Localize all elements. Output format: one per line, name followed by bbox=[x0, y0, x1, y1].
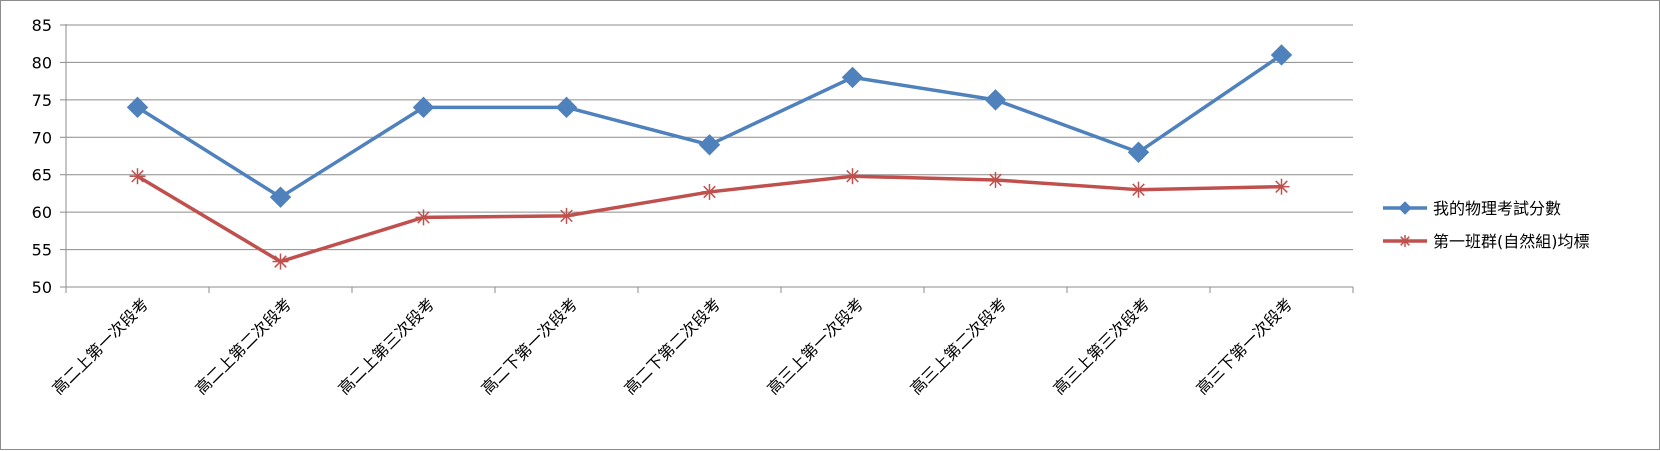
x-tick-label: 高三上第一次段考 bbox=[763, 294, 867, 398]
x-tick-label: 高二上第三次段考 bbox=[334, 294, 438, 398]
y-tick-label: 85 bbox=[32, 16, 52, 35]
x-tick-label: 高三上第二次段考 bbox=[906, 294, 1010, 398]
data-point bbox=[272, 253, 289, 270]
x-tick-labels: 高二上第一次段考 高二上第二次段考 高二上第三次段考 高二下第一次段考 高二下第二次段考… bbox=[48, 294, 1296, 398]
data-point bbox=[1273, 178, 1290, 195]
y-tick-labels: 50 55 60 65 70 75 80 85 bbox=[32, 16, 52, 297]
data-point bbox=[558, 207, 575, 224]
axes bbox=[60, 24, 1354, 293]
x-tick-label: 高二上第一次段考 bbox=[48, 294, 152, 398]
y-tick-label: 65 bbox=[32, 166, 52, 185]
data-point bbox=[1127, 141, 1150, 163]
legend-item: 第一班群(自然組)均標 bbox=[1383, 232, 1590, 251]
series-line bbox=[136, 53, 1283, 199]
data-point bbox=[701, 183, 718, 200]
data-point bbox=[269, 186, 292, 208]
series-2 bbox=[129, 168, 1290, 270]
x-tick-label: 高三下第一次段考 bbox=[1192, 294, 1296, 398]
y-tick-label: 50 bbox=[32, 278, 52, 297]
data-point bbox=[1270, 44, 1293, 66]
gridlines bbox=[66, 24, 1353, 251]
legend-label: 我的物理考試分數 bbox=[1433, 199, 1561, 218]
data-point bbox=[987, 171, 1004, 188]
y-tick-label: 80 bbox=[32, 53, 52, 72]
legend-label: 第一班群(自然組)均標 bbox=[1433, 232, 1590, 251]
data-point bbox=[555, 96, 578, 119]
data-point bbox=[126, 96, 149, 119]
legend-item: 我的物理考試分數 bbox=[1383, 199, 1561, 218]
data-point bbox=[841, 66, 864, 89]
x-tick-label: 高二下第二次段考 bbox=[620, 294, 724, 398]
data-point bbox=[698, 134, 721, 156]
series bbox=[126, 44, 1293, 270]
series-1 bbox=[126, 44, 1293, 208]
y-tick-label: 55 bbox=[32, 241, 52, 260]
x-tick-label: 高二下第一次段考 bbox=[477, 294, 581, 398]
data-point bbox=[412, 96, 435, 119]
y-tick-label: 60 bbox=[32, 203, 52, 222]
data-point bbox=[844, 168, 861, 185]
data-point bbox=[1130, 181, 1147, 198]
legend-marker bbox=[1398, 201, 1412, 215]
x-tick-label: 高三上第三次段考 bbox=[1049, 294, 1153, 398]
data-point bbox=[984, 89, 1007, 111]
y-tick-label: 75 bbox=[32, 91, 52, 110]
y-tick-label: 70 bbox=[32, 128, 52, 147]
x-tick-label: 高二上第二次段考 bbox=[191, 294, 295, 398]
data-point bbox=[129, 168, 146, 185]
data-point bbox=[415, 209, 432, 226]
